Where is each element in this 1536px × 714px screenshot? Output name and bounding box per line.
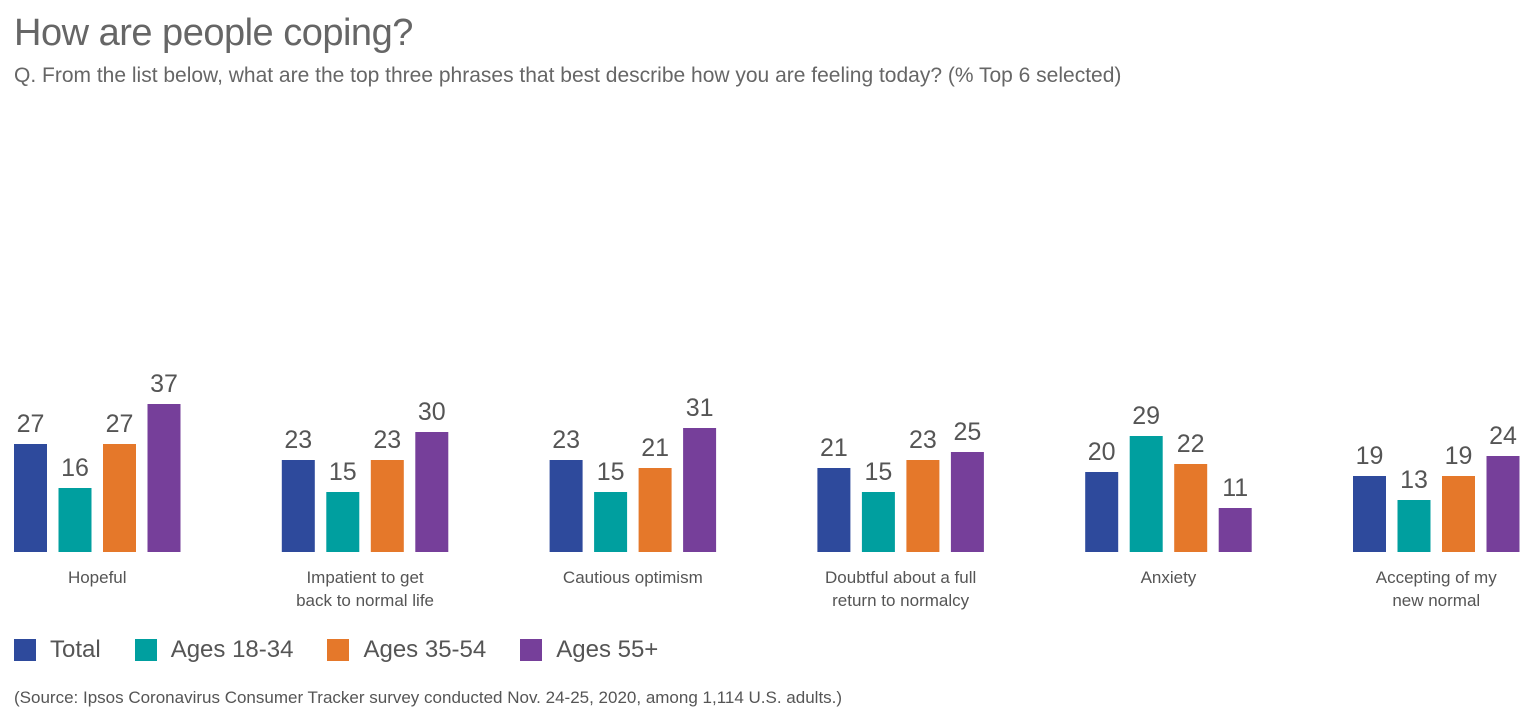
bar-group-hopeful: 27 16 27 37 xyxy=(14,370,181,552)
data-label: 23 xyxy=(552,426,580,454)
source-note: (Source: Ipsos Coronavirus Consumer Trac… xyxy=(14,688,843,707)
legend-item-ages-55-plus: Ages 55+ xyxy=(520,636,658,664)
data-label: 21 xyxy=(820,434,848,462)
legend-swatch-ages-18-34 xyxy=(134,639,157,661)
category-label: Doubtful about a full return to normalcy xyxy=(825,568,976,610)
legend-item-ages-18-34: Ages 18-34 xyxy=(134,636,294,664)
legend-label-ages-35-54: Ages 35-54 xyxy=(363,636,487,663)
bar-group-impatient-to-get-back-to-normal-life: 23 15 23 30 xyxy=(281,398,449,552)
category-label: Hopeful xyxy=(68,568,127,587)
data-label: 15 xyxy=(864,458,892,486)
legend: Total Ages 18-34 Ages 35-54 Ages 55+ xyxy=(14,636,692,664)
bar-group-accepting-of-my-new-normal: 19 13 19 24 xyxy=(1353,422,1520,552)
chart-subtitle: Q. From the list below, what are the top… xyxy=(14,64,1122,87)
data-label: 31 xyxy=(686,394,714,422)
data-label: 23 xyxy=(909,426,937,454)
bar-hopeful-ages-18-34 xyxy=(58,488,92,552)
bar-group-anxiety: 20 29 22 11 xyxy=(1085,402,1252,552)
data-label: 37 xyxy=(150,370,178,398)
chart-title: How are people coping? xyxy=(14,12,413,54)
data-label: 20 xyxy=(1088,438,1116,466)
bar-anxiety-ages-18-34 xyxy=(1129,436,1163,552)
legend-item-ages-35-54: Ages 35-54 xyxy=(327,636,486,664)
legend-swatch-ages-35-54 xyxy=(327,639,350,661)
bar-doubtful-about-a-full-return-to-normalcy-ages-18-34 xyxy=(861,492,895,552)
data-label: 23 xyxy=(284,426,312,454)
bar-doubtful-about-a-full-return-to-normalcy-total xyxy=(817,468,851,552)
bar-cautious-optimism-ages-35-54 xyxy=(638,468,672,552)
data-label: 30 xyxy=(418,398,446,426)
bar-group-cautious-optimism: 23 15 21 31 xyxy=(549,394,717,552)
data-label: 24 xyxy=(1489,422,1517,450)
data-label: 15 xyxy=(329,458,357,486)
bar-doubtful-about-a-full-return-to-normalcy-ages-55- xyxy=(950,452,984,552)
data-label: 19 xyxy=(1356,442,1384,470)
bar-accepting-of-my-new-normal-ages-35-54 xyxy=(1442,476,1475,552)
category-label: Accepting of my new normal xyxy=(1376,568,1497,610)
bar-cautious-optimism-total xyxy=(549,460,583,552)
data-label: 29 xyxy=(1132,402,1160,430)
bar-hopeful-ages-55- xyxy=(147,404,181,552)
data-label: 21 xyxy=(641,434,669,462)
legend-label-total: Total xyxy=(50,636,101,663)
data-label: 19 xyxy=(1445,442,1473,470)
category-label: Cautious optimism xyxy=(563,568,703,587)
bar-hopeful-total xyxy=(14,444,47,552)
bar-group-doubtful-about-a-full-return-to-normalcy: 21 15 23 25 xyxy=(817,418,984,552)
data-label: 11 xyxy=(1222,474,1248,502)
bar-anxiety-ages-35-54 xyxy=(1174,464,1208,552)
bar-impatient-to-get-back-to-normal-life-ages-35-54 xyxy=(370,460,404,552)
bar-cautious-optimism-ages-55- xyxy=(683,428,717,552)
bar-cautious-optimism-ages-18-34 xyxy=(594,492,628,552)
legend-label-ages-18-34: Ages 18-34 xyxy=(170,636,294,663)
bar-hopeful-ages-35-54 xyxy=(103,444,136,552)
bar-accepting-of-my-new-normal-ages-18-34 xyxy=(1397,500,1431,552)
legend-item-total: Total xyxy=(14,636,101,664)
data-label: 27 xyxy=(17,410,45,438)
data-label: 16 xyxy=(61,454,89,482)
legend-swatch-total xyxy=(14,639,36,661)
bar-impatient-to-get-back-to-normal-life-ages-18-34 xyxy=(326,492,360,552)
bar-doubtful-about-a-full-return-to-normalcy-ages-35-54 xyxy=(906,460,940,552)
category-label: Anxiety xyxy=(1141,568,1197,587)
bar-anxiety-total xyxy=(1085,472,1119,552)
data-label: 23 xyxy=(373,426,401,454)
legend-label-ages-55-plus: Ages 55+ xyxy=(556,636,659,663)
bar-accepting-of-my-new-normal-ages-55- xyxy=(1486,456,1520,552)
bar-impatient-to-get-back-to-normal-life-ages-55- xyxy=(415,432,449,552)
data-label: 22 xyxy=(1177,430,1205,458)
bar-chart: 27 16 27 37 Hopeful 23 15 23 30 Impatient to get b… xyxy=(14,370,1520,610)
bar-impatient-to-get-back-to-normal-life-total xyxy=(281,460,315,552)
bar-accepting-of-my-new-normal-total xyxy=(1353,476,1386,552)
bar-anxiety-ages-55- xyxy=(1218,508,1252,552)
legend-swatch-ages-55-plus xyxy=(520,639,543,661)
data-label: 13 xyxy=(1400,466,1428,494)
data-label: 15 xyxy=(597,458,625,486)
category-label: Impatient to get back to normal life xyxy=(296,568,434,610)
data-label: 27 xyxy=(106,410,134,438)
data-label: 25 xyxy=(953,418,981,446)
